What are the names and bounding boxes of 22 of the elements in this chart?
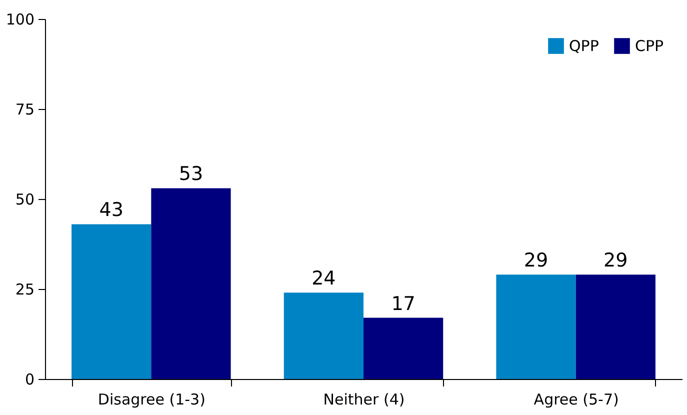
bar — [151, 188, 231, 379]
y-tick-label: 0 — [24, 370, 34, 388]
y-tick-label: 100 — [6, 10, 34, 28]
data-label: 29 — [604, 250, 628, 272]
y-tick-label: 75 — [15, 100, 34, 118]
bar — [496, 274, 576, 379]
y-tick-label: 25 — [15, 280, 34, 298]
x-tick-label: Neither (4) — [323, 390, 405, 408]
data-label: 53 — [178, 163, 204, 186]
data-label: 43 — [99, 199, 124, 222]
data-label: 17 — [391, 292, 416, 315]
bar — [364, 318, 444, 379]
data-label: 24 — [312, 268, 336, 290]
bar — [284, 292, 364, 379]
x-tick-label: Disagree (1-3) — [98, 390, 206, 408]
legend-label: QPP — [569, 37, 599, 55]
bar — [576, 274, 656, 379]
data-label: 29 — [524, 250, 548, 272]
x-tick-label: Agree (5-7) — [534, 390, 619, 408]
bar — [72, 224, 152, 379]
y-tick-label: 50 — [15, 190, 34, 208]
legend-label: CPP — [635, 37, 664, 55]
